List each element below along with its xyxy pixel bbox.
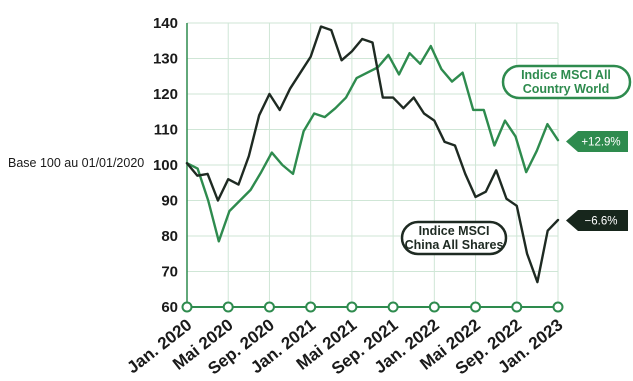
y-tick-label: 70 — [161, 264, 178, 281]
y-axis-label: Base 100 au 01/01/2020 — [8, 156, 144, 170]
world-end-tag-shape — [566, 131, 628, 152]
china-end-tag-shape — [566, 210, 628, 231]
x-tick-marker — [470, 301, 482, 313]
china-callout-line1: Indice MSCI — [419, 224, 490, 238]
x-tick-marker — [305, 301, 317, 313]
y-tick-label: 110 — [154, 122, 178, 139]
china-series-callout: Indice MSCI China All Shares — [400, 220, 508, 256]
world-series-line — [185, 44, 560, 243]
china-callout-box — [400, 220, 508, 256]
x-tick-marker — [346, 301, 358, 313]
gridlines — [186, 22, 559, 307]
y-tick-label: 80 — [161, 228, 178, 245]
series-lines — [185, 25, 560, 284]
y-tick-label: 120 — [153, 86, 178, 103]
world-end-value: +12.9% — [581, 137, 620, 149]
y-tick-label: 140 — [153, 15, 178, 32]
world-end-tag: +12.9% — [566, 131, 628, 152]
china-series-line — [185, 25, 560, 284]
x-tick-marker — [387, 301, 399, 313]
world-callout-box — [501, 64, 632, 100]
x-tick-marker — [181, 301, 193, 313]
x-tick-marker — [222, 301, 234, 313]
y-tick-label: 60 — [161, 299, 178, 316]
y-tick-label: 90 — [161, 193, 178, 210]
x-tick-marker — [263, 301, 275, 313]
world-callout-line2: Country World — [523, 82, 610, 96]
china-callout-line2: China All Shares — [405, 238, 504, 252]
x-tick-marker — [552, 301, 564, 313]
china-end-tag: −6.6% — [566, 210, 628, 231]
y-tick-label: 100 — [153, 157, 178, 174]
world-series-callout: Indice MSCI All Country World — [501, 64, 632, 100]
x-tick-marker — [511, 301, 523, 313]
china-end-value: −6.6% — [585, 216, 618, 228]
y-axis: 60 70 80 90 100 110 120 130 140 — [153, 15, 188, 316]
y-tick-label: 130 — [153, 51, 178, 68]
world-callout-line1: Indice MSCI All — [521, 68, 611, 82]
x-tick-marker — [428, 301, 440, 313]
